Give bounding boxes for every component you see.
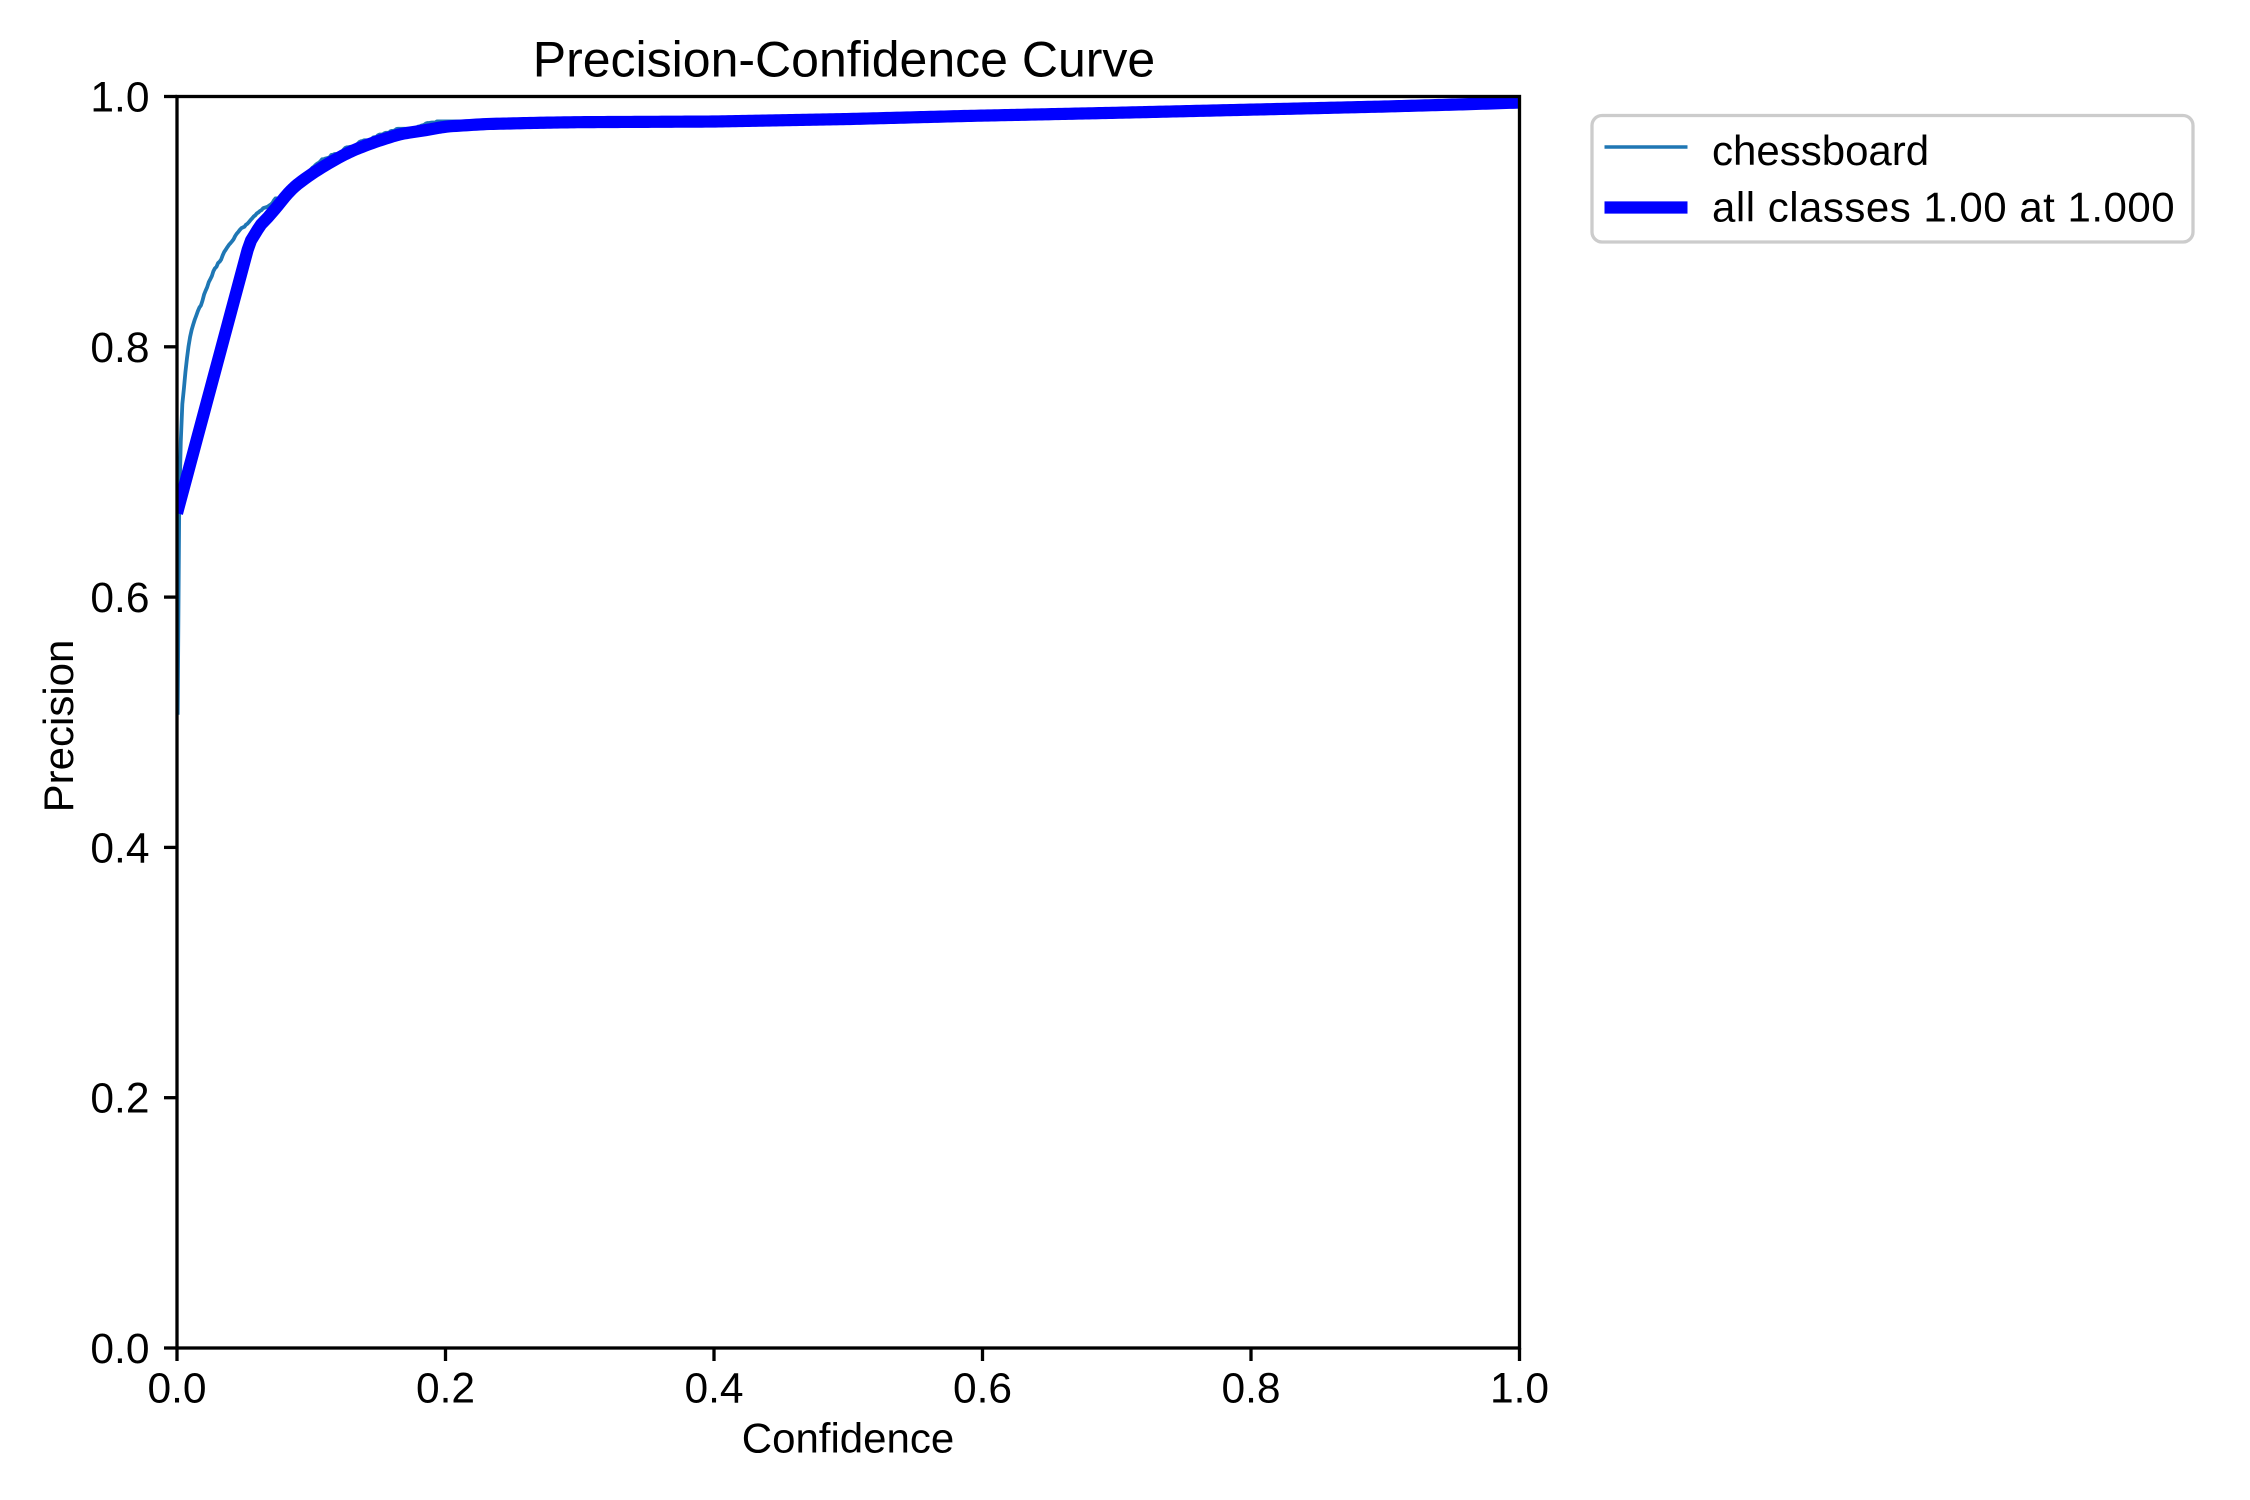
svg-text:Precision-Confidence Curve: Precision-Confidence Curve [533, 32, 1156, 88]
svg-text:0.0: 0.0 [147, 1366, 206, 1413]
svg-text:Confidence: Confidence [742, 1415, 954, 1462]
svg-text:0.8: 0.8 [1221, 1366, 1280, 1413]
svg-text:0.0: 0.0 [90, 1326, 149, 1373]
svg-text:0.4: 0.4 [90, 825, 149, 872]
svg-text:Precision: Precision [35, 640, 82, 813]
svg-text:0.2: 0.2 [416, 1366, 475, 1413]
svg-text:0.6: 0.6 [90, 575, 149, 622]
svg-text:1.0: 1.0 [90, 75, 149, 122]
svg-text:0.4: 0.4 [684, 1366, 743, 1413]
svg-text:all classes 1.00 at 1.000: all classes 1.00 at 1.000 [1712, 184, 2175, 231]
svg-text:0.6: 0.6 [953, 1366, 1012, 1413]
svg-text:1.0: 1.0 [1490, 1366, 1549, 1413]
svg-text:0.8: 0.8 [90, 325, 149, 372]
svg-text:0.2: 0.2 [90, 1076, 149, 1123]
svg-text:chessboard: chessboard [1712, 127, 1929, 174]
